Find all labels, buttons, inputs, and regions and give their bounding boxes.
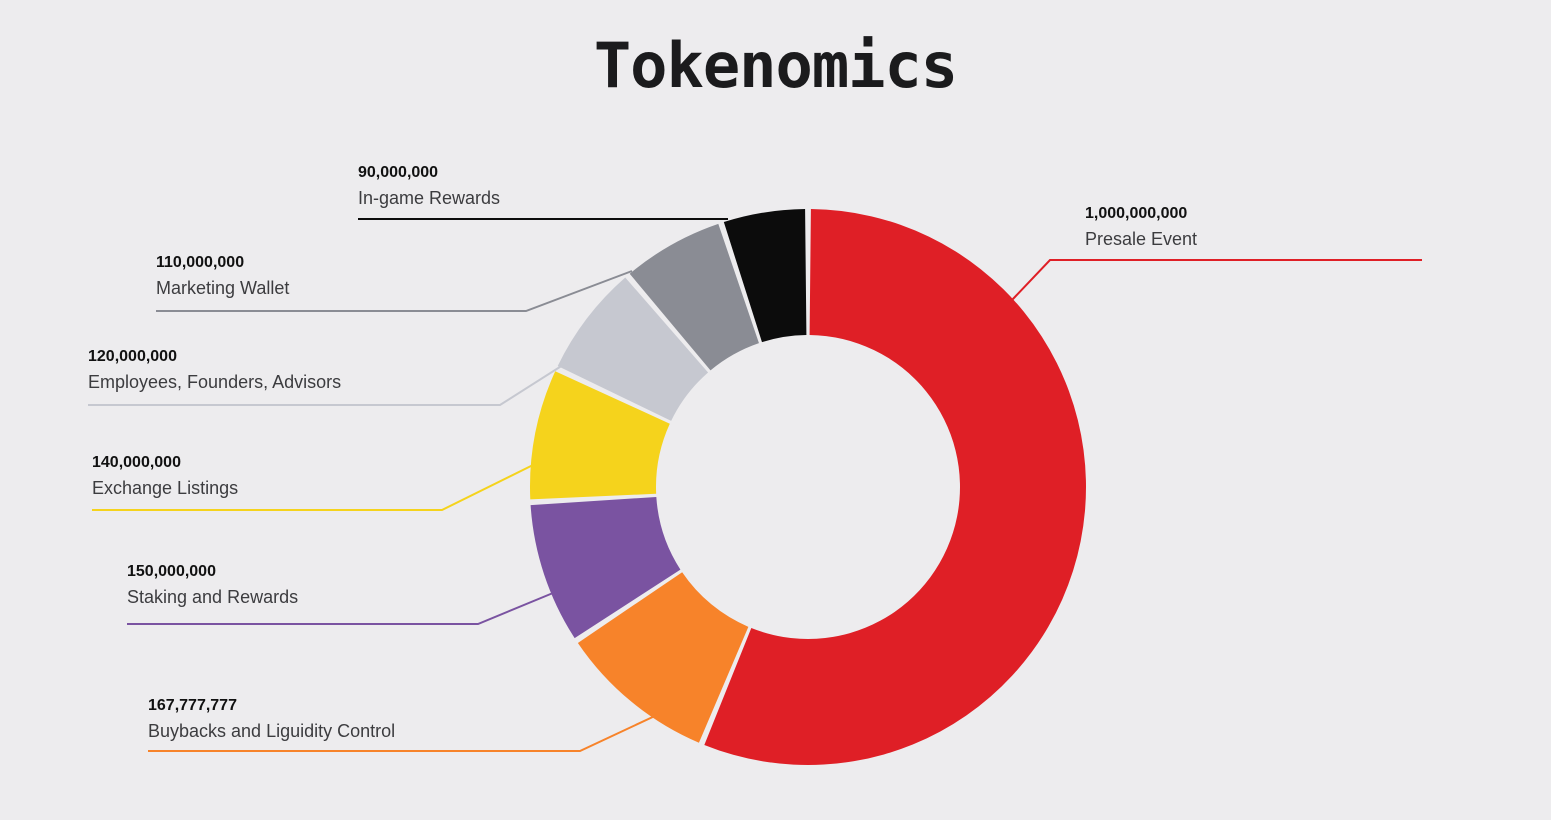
name-label-in-game-rewards: In-game Rewards (358, 188, 500, 208)
value-label-exchange-listings: 140,000,000 (92, 454, 181, 471)
name-label-buybacks-and-liguidity-control: Buybacks and Liguidity Control (148, 721, 395, 741)
name-label-employees-founders-advisors: Employees, Founders, Advisors (88, 372, 341, 392)
slice-buybacks-and-liguidity-control (577, 572, 749, 743)
value-label-staking-and-rewards: 150,000,000 (127, 563, 216, 580)
leader-line-staking-and-rewards (127, 592, 554, 625)
leader-line-buybacks-and-liguidity-control (148, 714, 658, 752)
slice-presale-event (704, 209, 1087, 765)
value-label-employees-founders-advisors: 120,000,000 (88, 348, 177, 365)
leader-line-presale-event (1011, 259, 1422, 301)
slice-marketing-wallet (629, 223, 759, 371)
name-label-staking-and-rewards: Staking and Rewards (127, 587, 298, 607)
leader-line-marketing-wallet (156, 270, 633, 312)
leader-line-employees-founders-advisors (88, 364, 564, 406)
value-label-buybacks-and-liguidity-control: 167,777,777 (148, 697, 237, 714)
slice-in-game-rewards (723, 209, 807, 343)
leader-line-exchange-listings (92, 464, 534, 511)
slice-employees-founders-advisors (557, 277, 709, 421)
slice-staking-and-rewards (530, 496, 681, 639)
donut-slices (530, 209, 1087, 765)
slice-exchange-listings (530, 371, 670, 500)
name-label-presale-event: Presale Event (1085, 229, 1197, 249)
value-label-in-game-rewards: 90,000,000 (358, 164, 438, 181)
slice-labels: 1,000,000,000 Presale Event 167,777,777 Buy… (88, 164, 1197, 741)
page-title: Tokenomics (593, 29, 958, 102)
value-label-presale-event: 1,000,000,000 (1085, 205, 1187, 222)
name-label-marketing-wallet: Marketing Wallet (156, 278, 289, 298)
name-label-exchange-listings: Exchange Listings (92, 478, 238, 498)
leader-lines (88, 218, 1422, 752)
value-label-marketing-wallet: 110,000,000 (156, 254, 244, 271)
